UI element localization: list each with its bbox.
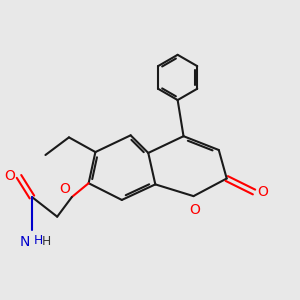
Text: H: H [33,234,43,247]
Text: O: O [258,185,268,199]
Text: O: O [4,169,16,183]
Text: H: H [42,236,52,248]
Text: O: O [59,182,70,196]
Text: N: N [20,235,31,249]
Text: O: O [190,202,200,217]
